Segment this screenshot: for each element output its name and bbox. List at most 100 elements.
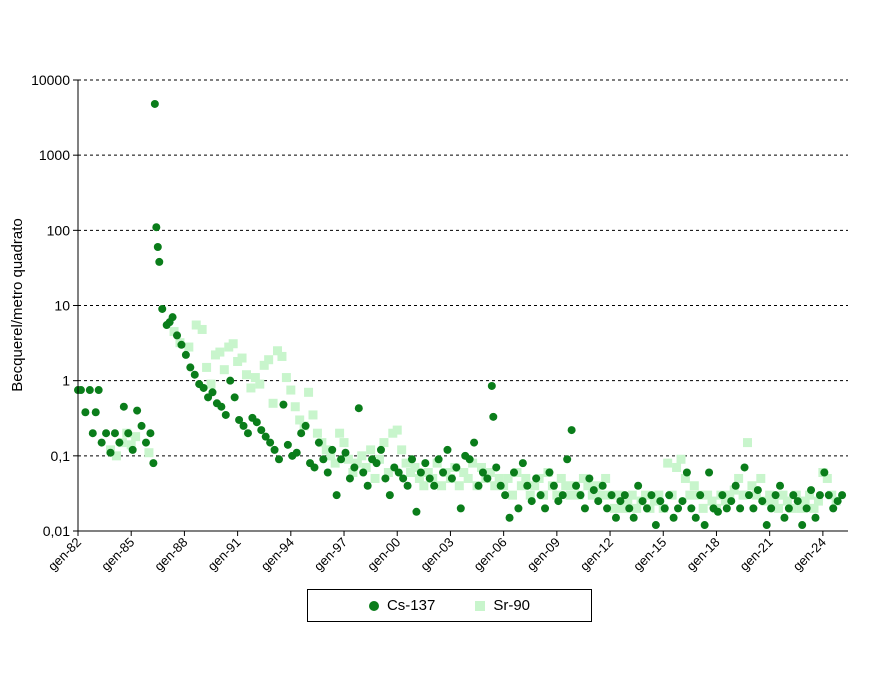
cs-137-point (97, 438, 106, 447)
cs-137-point (425, 474, 434, 483)
cs-137-point (133, 406, 142, 415)
cs-137-point (332, 491, 341, 500)
sr-90-point (308, 410, 318, 420)
y-tick-label: 1 (62, 373, 70, 389)
cs-137-point (141, 438, 150, 447)
sr-90-point (765, 490, 775, 500)
cs-137-point (669, 513, 678, 522)
cs-137-point (350, 463, 359, 472)
cs-137-point (744, 491, 753, 500)
x-tick-label: gen-12 (577, 535, 616, 574)
sr-90-point (729, 485, 739, 495)
sr-90-point (698, 503, 708, 513)
sr-90-point (366, 445, 376, 455)
cs-137-point (558, 491, 567, 500)
cs-137-point (119, 402, 128, 411)
sr-90-point (370, 473, 380, 483)
cs-137-point (611, 513, 620, 522)
cs-137-point (257, 426, 266, 435)
cs-137-point (643, 504, 652, 513)
cs-137-point (691, 513, 700, 522)
cs-137-point (124, 429, 133, 438)
sr-90-point (459, 468, 469, 478)
sr-90-point (264, 355, 274, 365)
sr-90-point (578, 473, 588, 483)
cs-137-point (94, 386, 103, 395)
y-tick-label: 0,1 (51, 448, 71, 464)
sr-90-point (197, 324, 207, 334)
x-axis-ticks: gen-82 gen-85 gen-88 gen-91 gen-94 gen-97 gen-… (45, 531, 829, 574)
cs-137-point (767, 504, 776, 513)
cs-137-point (532, 474, 541, 483)
sr-90-point (273, 346, 283, 356)
sr-90-point (202, 362, 212, 372)
y-tick-label: 1000 (39, 147, 70, 163)
cs-137-point (372, 459, 381, 468)
sr-90-point (525, 490, 535, 500)
sr-90-point (169, 327, 179, 337)
sr-90-point (747, 481, 757, 491)
cs-137-point (155, 257, 164, 266)
cs-137-point (656, 497, 665, 506)
cs-137-point (727, 497, 736, 506)
cs-137-point (190, 370, 199, 379)
cs-137-point (226, 376, 235, 385)
cs-137-point (527, 497, 536, 506)
cs-137-point (762, 521, 771, 530)
cs-137-point (696, 491, 705, 500)
sr-90-point (503, 473, 513, 483)
x-tick-label: gen-91 (205, 535, 244, 574)
cs-137-point (815, 491, 824, 500)
sr-90-point (304, 387, 314, 397)
sr-90-point (312, 428, 322, 438)
cs-137-point (381, 474, 390, 483)
cs-137-point (833, 497, 842, 506)
cs-137-point (91, 408, 100, 417)
sr-90-point (618, 503, 628, 513)
cs-137-point (385, 491, 394, 500)
sr-90-point (259, 360, 269, 370)
sr-90-point (383, 468, 393, 478)
sr-90-point (734, 473, 744, 483)
sr-90-point (432, 458, 442, 468)
sr-90-point (286, 385, 296, 395)
x-tick-label: gen-00 (364, 535, 403, 574)
sr-90-point (219, 365, 229, 375)
cs-137-point (536, 491, 545, 500)
sr-90-point (379, 438, 389, 448)
sr-90-point (352, 458, 362, 468)
sr-90-point (676, 454, 686, 464)
sr-90-point (463, 473, 473, 483)
cs-137-point (137, 421, 146, 430)
cs-137-point (811, 513, 820, 522)
cs-137-point (718, 491, 727, 500)
cs-137-point (337, 455, 346, 464)
sr-90-point (126, 440, 136, 450)
sr-90-point (295, 415, 305, 425)
sr-90-point (485, 468, 495, 478)
sr-90-point (392, 425, 402, 435)
cs-137-point (416, 468, 425, 477)
legend-marker-square (475, 600, 486, 611)
y-tick-label: 10000 (31, 72, 70, 88)
cs-137-point (674, 504, 683, 513)
sr-90-point (454, 481, 464, 491)
cs-137-point (186, 363, 195, 372)
cs-137-point (266, 438, 275, 447)
sr-90-point (769, 496, 779, 506)
cs-137-point (177, 340, 186, 349)
sr-90-point (809, 503, 819, 513)
cs-137-point (230, 393, 239, 402)
cs-137-point (492, 463, 501, 472)
x-tick-label: gen-18 (683, 535, 722, 574)
x-tick-label: gen-82 (45, 535, 84, 574)
cs-137-point (647, 491, 656, 500)
cs-137-point (824, 491, 833, 500)
cs-137-point (629, 513, 638, 522)
cs-137-point (687, 504, 696, 513)
cs-137-point (208, 388, 217, 397)
cs-137-point (443, 445, 452, 454)
cs-137-point (376, 445, 385, 454)
cs-137-point (589, 486, 598, 495)
sr-90-point (707, 496, 717, 506)
